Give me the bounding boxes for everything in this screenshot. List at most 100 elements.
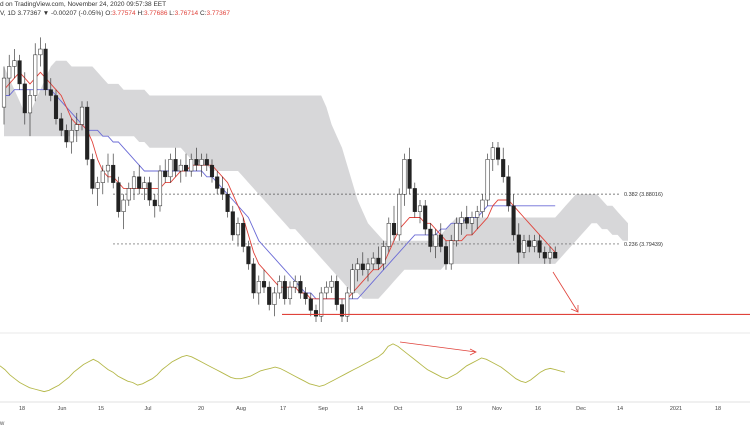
candle-body (157, 170, 163, 207)
candle-body (293, 281, 298, 288)
candle-body (199, 159, 204, 166)
candle-body (407, 159, 412, 189)
candle-body (443, 246, 449, 265)
close-label: C: (199, 10, 207, 17)
candle-body (152, 199, 157, 207)
candle-body (246, 246, 251, 265)
x-tick-label: 18 (19, 406, 25, 412)
candle-body (90, 159, 95, 189)
candle-body (183, 164, 189, 172)
candle-body (521, 240, 527, 253)
candle-body (126, 188, 131, 201)
ichimoku-cloud (4, 60, 628, 299)
x-tick-label: 17 (280, 406, 286, 412)
candle-body (1, 77, 7, 108)
candles (1, 37, 558, 322)
candle-body (137, 176, 142, 189)
candle-body (371, 257, 376, 265)
candle-body (43, 48, 48, 90)
candle-body (423, 205, 428, 230)
x-tick-label: 14 (617, 406, 623, 412)
candle-body (178, 164, 183, 172)
change-value: ▼ -0.00207 (-0.05%) (42, 10, 104, 17)
fib-level-label: 0.382 (3.88016) (624, 192, 663, 198)
high-value: 3.77686 (143, 10, 168, 17)
candle-body (53, 95, 59, 119)
candle-body (194, 159, 199, 166)
candle-body (402, 159, 407, 195)
candle-body (547, 252, 553, 259)
low-value: 3.76714 (174, 10, 199, 17)
candle-body (324, 286, 329, 294)
candle-body (147, 182, 152, 201)
candle-body (303, 292, 308, 300)
candle-body (95, 182, 100, 189)
candle-body (360, 263, 365, 270)
fib-level-label: 0.236 (3.79439) (624, 242, 663, 248)
x-tick-label: Dec (576, 406, 586, 412)
candle-body (433, 234, 438, 247)
x-tick-label: Jun (58, 406, 67, 412)
candle-body (168, 159, 173, 178)
candle-body (313, 310, 319, 317)
oscillator-line (0, 343, 566, 393)
candle-body (391, 223, 397, 236)
candle-body (490, 147, 495, 160)
candle-body (381, 246, 386, 265)
candle-body (27, 95, 33, 114)
candle-body (261, 281, 267, 288)
x-tick-label: Jul (144, 406, 151, 412)
candle-body (287, 286, 293, 300)
open-value: 3.77574 (112, 10, 136, 17)
candle-body (17, 60, 22, 85)
candle-body (516, 234, 521, 253)
ohlc-line: V, 1D 3.77367 ▼ -0.00207 (-0.05%) O:3.77… (0, 10, 230, 17)
candle-body (215, 176, 220, 189)
close-value: 3.77367 (206, 10, 230, 17)
candle-body (464, 217, 469, 224)
candle-body (501, 159, 506, 178)
candle-body (85, 106, 90, 160)
published-line: d on TradingView.com, November 24, 2020 … (0, 1, 166, 8)
last-price: 3.77367 (17, 10, 41, 17)
divergence-arrowhead (469, 348, 477, 356)
open-label: O: (105, 10, 113, 17)
candle-body (48, 89, 53, 96)
candle-body (272, 292, 277, 305)
candle-body (386, 223, 391, 247)
candle-body (511, 205, 516, 236)
x-tick-label: 16 (535, 406, 541, 412)
candle-body (345, 292, 350, 317)
candle-body (417, 205, 423, 212)
candle-body (173, 159, 178, 172)
candle-body (277, 281, 282, 294)
candle-body (7, 66, 12, 79)
candle-body (355, 263, 360, 270)
candle-body (412, 188, 417, 212)
candle-body (542, 252, 547, 259)
candle-body (438, 234, 443, 247)
candle-body (485, 159, 490, 201)
candle-body (537, 240, 542, 253)
x-tick-label: Nov (492, 406, 502, 412)
candle-body (428, 228, 433, 247)
candle-body (69, 130, 74, 143)
candle-body (22, 83, 27, 114)
candle-body (527, 240, 532, 247)
x-tick-label: 15 (98, 406, 104, 412)
candle-body (319, 292, 324, 317)
published-text: d on TradingView.com, November 24, 2020 … (0, 1, 167, 8)
divergence-line (399, 341, 477, 353)
candle-body (235, 223, 241, 236)
candle-body (495, 147, 501, 160)
low-label: L: (169, 10, 175, 17)
candle-body (376, 257, 381, 265)
x-tick-label: 18 (715, 406, 721, 412)
candle-body (256, 281, 261, 294)
candle-body (64, 130, 69, 143)
x-tick-label: Sep (318, 406, 328, 412)
x-tick-label: 19 (456, 406, 462, 412)
candle-body (506, 176, 511, 207)
candle-body (308, 298, 313, 311)
